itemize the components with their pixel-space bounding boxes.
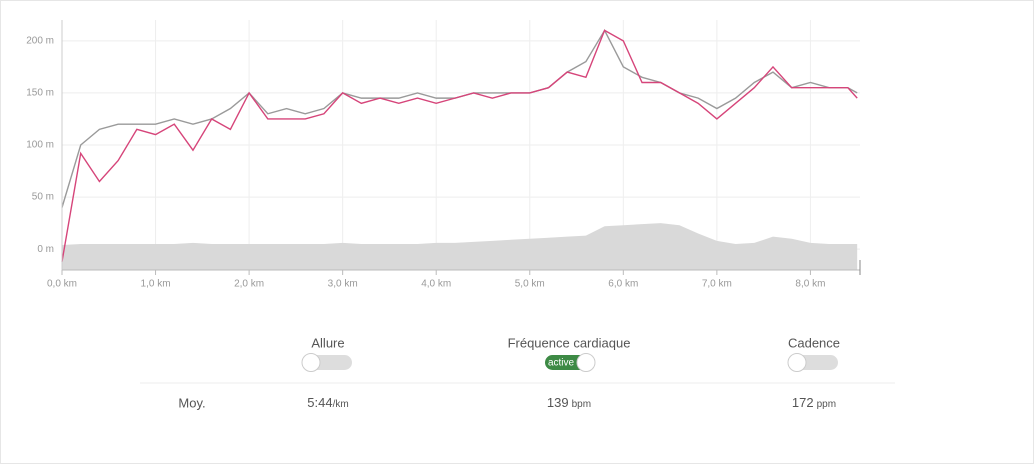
x-tick-label: 5,0 km xyxy=(515,279,545,290)
elevation-area xyxy=(62,223,858,270)
stat: 5:44/km xyxy=(307,395,348,410)
stat-unit: ppm xyxy=(817,399,836,410)
stat: 172 ppm xyxy=(792,395,836,410)
stat: 139 bpm xyxy=(547,395,591,410)
stats-label: Moy. xyxy=(178,395,205,410)
x-tick-label: 0,0 km xyxy=(47,279,77,290)
toggle-label: Cadence xyxy=(788,335,840,350)
series-line xyxy=(61,29,858,262)
toggle[interactable] xyxy=(301,353,352,372)
y-tick-label: 100 m xyxy=(26,140,54,151)
y-tick-label: 150 m xyxy=(26,88,54,99)
x-tick-label: 3,0 km xyxy=(328,279,358,290)
toggle[interactable] xyxy=(787,353,838,372)
stat-value: 139 xyxy=(547,395,569,410)
y-tick-label: 0 m xyxy=(37,244,54,255)
toggle-label: Fréquence cardiaque xyxy=(508,335,631,350)
x-tick-label: 2,0 km xyxy=(234,279,264,290)
toggle-badge: active xyxy=(548,358,575,369)
stat-value: 172 xyxy=(792,395,814,410)
toggle-label: Allure xyxy=(311,335,344,350)
x-tick-label: 6,0 km xyxy=(608,279,638,290)
x-tick-label: 4,0 km xyxy=(421,279,451,290)
toggle[interactable]: active xyxy=(545,353,596,372)
toggle-knob xyxy=(301,353,321,372)
stat-value: 5:44 xyxy=(307,395,332,410)
y-tick-label: 50 m xyxy=(32,192,54,203)
x-tick-label: 7,0 km xyxy=(702,279,732,290)
x-tick-label: 1,0 km xyxy=(141,279,171,290)
x-tick-label: 8,0 km xyxy=(795,279,825,290)
toggle-knob xyxy=(787,353,807,372)
toggle-knob xyxy=(576,353,596,372)
stat-unit: /km xyxy=(333,399,349,410)
stat-unit: bpm xyxy=(572,399,591,410)
y-tick-label: 200 m xyxy=(26,35,54,46)
